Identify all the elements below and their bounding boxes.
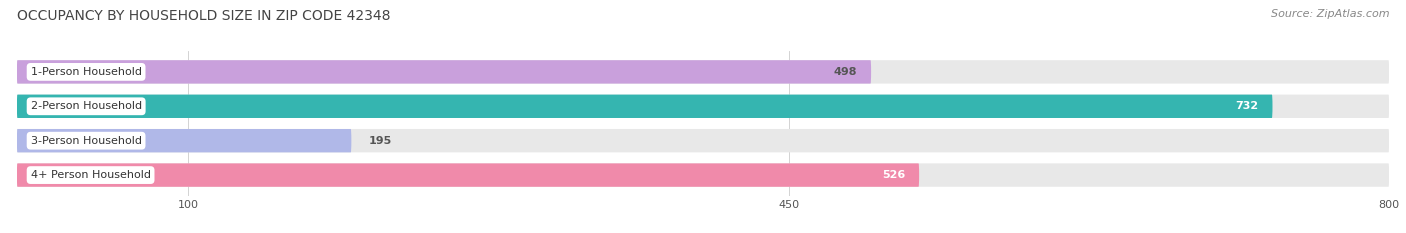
- FancyBboxPatch shape: [17, 129, 352, 152]
- Text: 4+ Person Household: 4+ Person Household: [31, 170, 150, 180]
- Text: Source: ZipAtlas.com: Source: ZipAtlas.com: [1271, 9, 1389, 19]
- FancyBboxPatch shape: [17, 163, 920, 187]
- Text: 3-Person Household: 3-Person Household: [31, 136, 142, 146]
- FancyBboxPatch shape: [17, 95, 1272, 118]
- FancyBboxPatch shape: [17, 60, 1389, 84]
- FancyBboxPatch shape: [17, 129, 1389, 152]
- Text: OCCUPANCY BY HOUSEHOLD SIZE IN ZIP CODE 42348: OCCUPANCY BY HOUSEHOLD SIZE IN ZIP CODE …: [17, 9, 391, 23]
- Text: 732: 732: [1236, 101, 1258, 111]
- Text: 195: 195: [368, 136, 392, 146]
- FancyBboxPatch shape: [17, 95, 1389, 118]
- Text: 1-Person Household: 1-Person Household: [31, 67, 142, 77]
- Text: 526: 526: [882, 170, 905, 180]
- Text: 498: 498: [834, 67, 858, 77]
- Text: 2-Person Household: 2-Person Household: [31, 101, 142, 111]
- FancyBboxPatch shape: [17, 163, 1389, 187]
- FancyBboxPatch shape: [17, 60, 872, 84]
